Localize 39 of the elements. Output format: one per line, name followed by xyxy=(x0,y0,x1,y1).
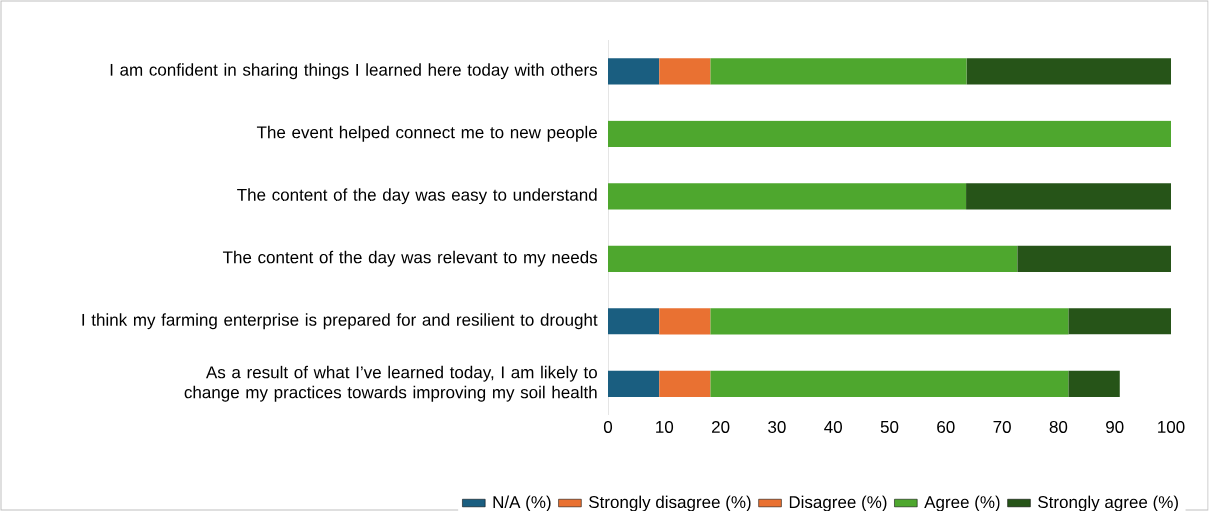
legend-label: Agree (%) xyxy=(924,495,1000,511)
x-tick-label: 80 xyxy=(1049,420,1068,433)
legend-label: N/A (%) xyxy=(493,495,551,511)
bar xyxy=(710,370,1069,397)
x-tick-label: 30 xyxy=(768,420,786,433)
bar xyxy=(710,58,967,85)
bar xyxy=(659,370,711,397)
bar xyxy=(966,183,1171,210)
y-tick-label: I am confident in sharing things I learned here today with others xyxy=(110,63,598,80)
x-tick-label: 20 xyxy=(712,420,730,433)
legend-label: Strongly disagree (%) xyxy=(589,495,751,511)
x-tick-label: 50 xyxy=(880,420,899,433)
bar xyxy=(659,308,711,335)
bar xyxy=(608,183,967,210)
bar xyxy=(608,245,1018,272)
bar xyxy=(1068,370,1120,397)
bar xyxy=(608,308,660,335)
x-tick-label: 100 xyxy=(1158,420,1185,433)
x-tick-label: 0 xyxy=(603,420,613,433)
x-tick-label: 90 xyxy=(1106,420,1124,433)
bar xyxy=(659,58,711,85)
bar xyxy=(608,120,1171,147)
bar xyxy=(710,308,1069,335)
y-tick-label: The content of the day was relevant to my needs xyxy=(222,250,598,267)
y-tick-label: The content of the day was easy to understand xyxy=(237,188,597,205)
x-tick-label: 60 xyxy=(937,420,955,433)
y-tick-label: The event helped connect me to new people xyxy=(256,125,597,142)
x-tick-label: 40 xyxy=(824,420,842,433)
y-tick-label: As a result of what I’ve learned today, I am likely to change my practices towards improving my soil health xyxy=(184,365,597,402)
bar xyxy=(966,58,1171,85)
legend-label: Strongly agree (%) xyxy=(1038,495,1178,511)
bar xyxy=(1068,308,1171,335)
bar xyxy=(608,58,660,85)
bar xyxy=(1017,245,1171,272)
bar xyxy=(608,370,660,397)
x-tick-label: 70 xyxy=(993,420,1011,433)
y-tick-label: I think my farming enterprise is prepared for and resilient to drought xyxy=(82,313,598,330)
legend-label: Disagree (%) xyxy=(789,495,887,511)
x-tick-label: 10 xyxy=(656,420,674,433)
